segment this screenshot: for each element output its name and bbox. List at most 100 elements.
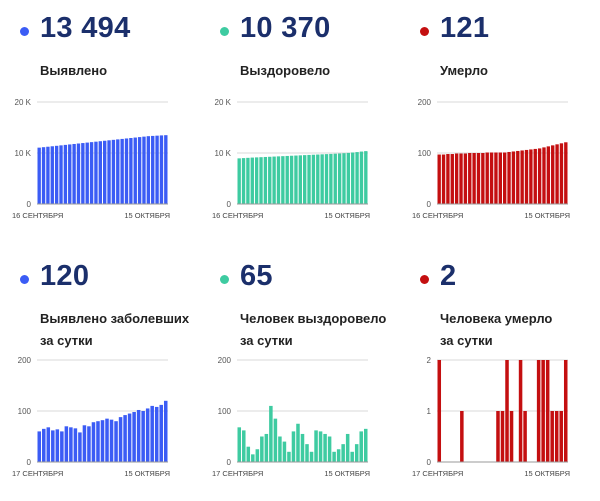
bar — [550, 411, 554, 462]
y-tick-label: 1 — [427, 407, 432, 416]
bar — [100, 420, 105, 462]
bar — [345, 433, 350, 462]
bar — [72, 143, 76, 204]
bar — [476, 153, 481, 204]
bar — [472, 153, 476, 204]
bar — [63, 144, 68, 204]
bar — [359, 151, 364, 204]
bar — [155, 135, 159, 204]
bar — [563, 360, 568, 462]
bar — [46, 427, 51, 462]
bar — [116, 139, 120, 204]
y-tick-label: 20 K — [215, 98, 232, 107]
bar — [520, 150, 524, 204]
bar — [533, 148, 537, 204]
bar — [441, 154, 446, 204]
green-dot-icon — [220, 27, 229, 36]
bar — [255, 449, 260, 462]
bar — [354, 444, 359, 462]
bar — [136, 409, 141, 462]
bar — [363, 428, 368, 462]
stat-label: Умерло — [440, 60, 488, 82]
panel-total-recovered: 10 370 Выздоровело 0 10 K 20 K 16 СЕНТЯБРЯ 15 … — [210, 10, 400, 250]
bar — [55, 429, 60, 462]
panel-total-deaths: 121 Умерло 0 100 200 16 СЕНТЯБРЯ 15 ОКТЯБРЯ — [410, 10, 600, 250]
bar — [359, 431, 363, 462]
bar — [437, 360, 442, 462]
bar — [323, 433, 327, 462]
bar — [37, 431, 42, 462]
bar — [109, 419, 114, 462]
bar — [542, 147, 546, 204]
bar — [333, 153, 337, 204]
bar-chart: 0 10 K 20 K 16 СЕНТЯБРЯ 15 ОКТЯБРЯ — [212, 98, 370, 220]
bar — [114, 421, 118, 462]
bar — [118, 417, 123, 462]
bar — [342, 153, 346, 204]
bar — [529, 149, 533, 204]
x-end-date-label: 15 ОКТЯБРЯ — [124, 469, 170, 478]
bar — [85, 142, 89, 204]
stat-label: Человек выздоровело за сутки — [240, 308, 386, 352]
stat-value: 2 — [440, 260, 457, 292]
red-dot-icon — [420, 27, 429, 36]
bar — [311, 154, 316, 204]
bar — [163, 400, 168, 462]
bar-chart: 0 1 2 17 СЕНТЯБРЯ 15 ОКТЯБРЯ — [412, 356, 570, 478]
bar — [523, 411, 527, 462]
bar — [254, 157, 259, 204]
bar — [496, 411, 500, 462]
x-start-date-label: 16 СЕНТЯБРЯ — [12, 211, 63, 220]
bar — [96, 421, 100, 462]
bar — [554, 411, 559, 462]
y-tick-label: 0 — [227, 458, 232, 467]
y-tick-label: 100 — [18, 407, 32, 416]
bar — [494, 152, 498, 204]
bar — [46, 146, 50, 204]
bar — [146, 136, 151, 204]
bar — [241, 158, 246, 204]
bar — [91, 422, 96, 462]
bar — [500, 411, 505, 462]
y-tick-label: 0 — [27, 200, 32, 209]
bar — [120, 138, 124, 204]
y-tick-label: 100 — [218, 407, 232, 416]
stat-label-line: за сутки — [440, 333, 493, 348]
bar — [318, 431, 323, 462]
bar — [446, 154, 450, 204]
bar — [273, 418, 278, 462]
bar — [68, 144, 72, 204]
bar — [351, 152, 355, 204]
bar — [437, 154, 441, 204]
bar — [559, 143, 564, 204]
bar — [541, 360, 545, 462]
bar — [242, 430, 246, 462]
bar — [303, 155, 307, 204]
bar — [237, 427, 242, 462]
bar — [127, 413, 132, 462]
bar-chart: 0 100 200 16 СЕНТЯБРЯ 15 ОКТЯБРЯ — [412, 98, 570, 220]
stat-label: Человека умерло за сутки — [440, 308, 552, 352]
bar — [123, 415, 127, 462]
bar — [332, 451, 336, 462]
bar — [154, 406, 159, 462]
x-end-date-label: 15 ОКТЯБРЯ — [524, 211, 570, 220]
bar — [51, 430, 55, 462]
stat-label: Выздоровело — [240, 60, 330, 82]
bar — [124, 138, 129, 204]
bar — [337, 153, 342, 204]
stat-value: 120 — [40, 260, 90, 292]
stat-label-line: Человек выздоровело — [240, 311, 387, 326]
stat-label-line: за сутки — [240, 333, 293, 348]
x-start-date-label: 16 СЕНТЯБРЯ — [412, 211, 463, 220]
bar — [64, 426, 69, 462]
x-end-date-label: 15 ОКТЯБРЯ — [124, 211, 170, 220]
y-tick-label: 10 K — [15, 149, 32, 158]
bar — [350, 451, 354, 462]
bar — [498, 152, 502, 204]
bar — [314, 430, 318, 462]
bar — [269, 405, 273, 462]
x-end-date-label: 15 ОКТЯБРЯ — [324, 469, 370, 478]
bar-chart: 0 100 200 17 СЕНТЯБРЯ 15 ОКТЯБРЯ — [212, 356, 370, 478]
bar — [251, 454, 255, 462]
